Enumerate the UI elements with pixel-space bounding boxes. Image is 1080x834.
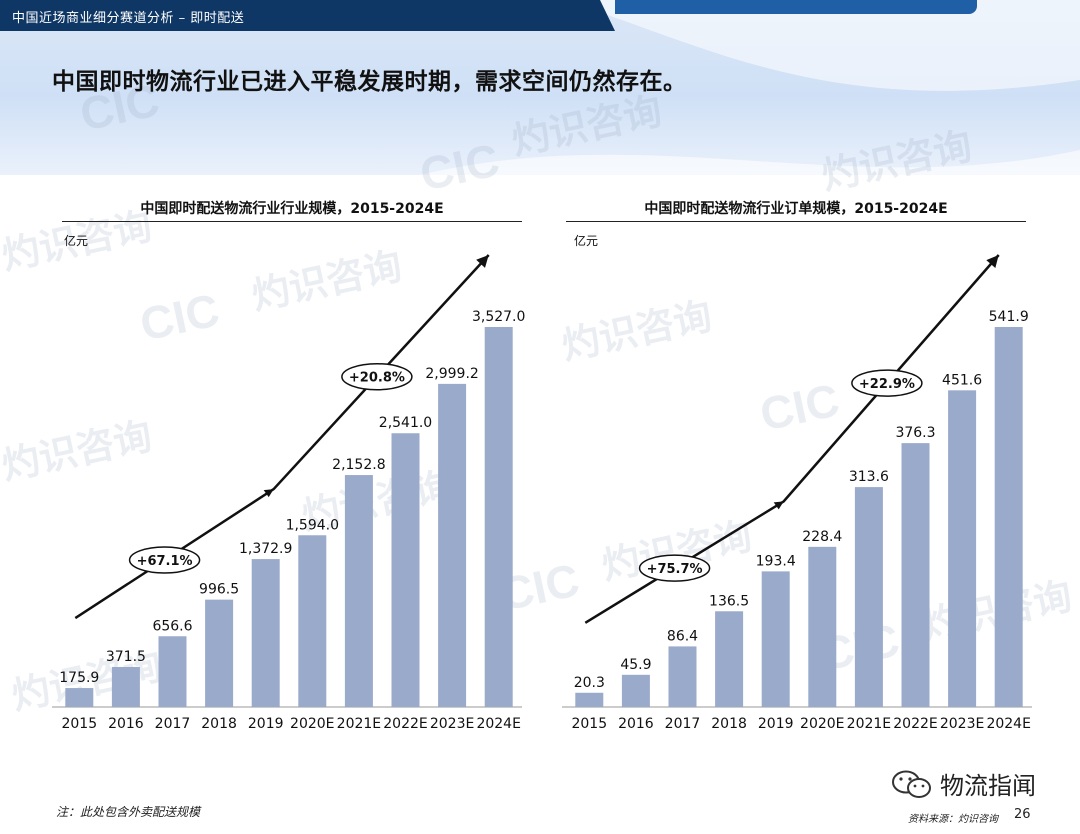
trend-arrow-line (584, 254, 1000, 624)
x-tick-label: 2021E (847, 716, 891, 732)
trend-arrow-head (476, 255, 489, 268)
x-tick-label: 2016 (108, 716, 144, 732)
header-bar (0, 0, 615, 31)
page-number: 26 (1014, 807, 1031, 822)
cagr-label: +22.9% (859, 377, 915, 392)
data-label: 656.6 (152, 618, 192, 634)
unit-label: 亿元 (64, 234, 89, 248)
x-tick-label: 2016 (618, 716, 654, 732)
cagr-label: +20.8% (349, 371, 405, 386)
cagr-ellipse (851, 369, 923, 397)
data-label: 541.9 (989, 309, 1029, 325)
x-tick-label: 2015 (61, 716, 97, 732)
data-label: 313.6 (849, 469, 889, 485)
bar (344, 475, 373, 707)
bar (575, 692, 604, 707)
x-tick-label: 2024E (476, 716, 520, 732)
data-label: 2,152.8 (332, 457, 385, 473)
trend-arrow-kink-head (263, 489, 274, 498)
data-label: 136.5 (709, 593, 749, 609)
x-tick-label: 2018 (711, 716, 747, 732)
bar (948, 390, 977, 707)
brand-badge: 物流指闻 (890, 766, 1036, 801)
cagr-label: +67.1% (137, 554, 193, 569)
x-tick-label: 2017 (665, 716, 701, 732)
x-tick-label: 2021E (337, 716, 381, 732)
data-label: 86.4 (667, 628, 698, 644)
bar (391, 433, 420, 707)
bar (854, 487, 883, 707)
x-tick-label: 2023E (430, 716, 474, 732)
section-title: 中国近场商业细分赛道分析 – 即时配送 (12, 11, 245, 26)
source-note: 资料来源：灼识咨询 (908, 814, 998, 825)
bar (761, 571, 790, 707)
order-scale-bar-chart: 20.3 2015 45.9 2016 86.4 2017 136.5 2018 193.4 20… (562, 254, 1032, 732)
bar (298, 535, 327, 707)
x-tick-label: 2024E (986, 716, 1030, 732)
data-label: 996.5 (199, 582, 239, 598)
x-tick-label: 2018 (201, 716, 237, 732)
bar (668, 646, 697, 707)
page-headline: 中国即时物流行业已进入平稳发展时期，需求空间仍然存在。 (52, 68, 687, 95)
data-label: 3,527.0 (472, 309, 525, 325)
data-label: 45.9 (620, 657, 651, 673)
trend-arrow-line (74, 254, 490, 620)
x-tick-label: 2017 (155, 716, 191, 732)
chart-title-industry-scale: 中国即时配送物流行业行业规模，2015-2024E (140, 201, 444, 217)
header-accent-bar (615, 0, 977, 14)
data-label: 228.4 (802, 529, 842, 545)
bar (65, 688, 94, 707)
trend-arrow-head (986, 255, 999, 268)
bar (808, 546, 837, 707)
bar (994, 327, 1023, 707)
bar (111, 666, 140, 707)
chart-title-rule (566, 221, 1026, 222)
cagr-ellipse (128, 546, 201, 574)
cagr-label: +75.7% (647, 562, 703, 577)
x-tick-label: 2023E (940, 716, 984, 732)
data-label: 2,999.2 (425, 366, 478, 382)
bar (158, 636, 187, 707)
data-label: 1,594.0 (286, 517, 339, 533)
data-label: 2,541.0 (379, 415, 432, 431)
data-label: 193.4 (756, 553, 796, 569)
trend-arrow-kink-head (773, 501, 784, 510)
data-label: 20.3 (574, 675, 605, 691)
x-tick-label: 2019 (248, 716, 284, 732)
chart-title-rule (62, 221, 522, 222)
x-tick-label: 2020E (290, 716, 334, 732)
data-label: 376.3 (895, 425, 935, 441)
bar (251, 559, 280, 707)
chart-title-order-scale: 中国即时配送物流行业订单规模，2015-2024E (644, 201, 948, 217)
data-label: 451.6 (942, 372, 982, 388)
bar (205, 599, 234, 707)
bar (715, 611, 744, 707)
x-tick-label: 2019 (758, 716, 794, 732)
data-label: 175.9 (59, 670, 99, 686)
x-tick-label: 2020E (800, 716, 844, 732)
data-label: 371.5 (106, 649, 146, 665)
wechat-icon (892, 770, 931, 798)
data-label: 1,372.9 (239, 541, 292, 557)
brand-name: 物流指闻 (940, 772, 1036, 800)
cagr-ellipse (638, 554, 711, 582)
x-tick-label: 2022E (383, 716, 427, 732)
bar (901, 443, 930, 707)
bar (621, 674, 650, 707)
x-tick-label: 2015 (571, 716, 607, 732)
cagr-ellipse (341, 362, 413, 391)
footnote: 注：此处包含外卖配送规模 (56, 805, 201, 819)
bar (484, 327, 513, 707)
unit-label: 亿元 (574, 234, 599, 248)
x-tick-label: 2022E (893, 716, 937, 732)
industry-scale-bar-chart: 175.9 2015 371.5 2016 656.6 2017 996.5 2018 1,37… (52, 254, 525, 732)
bar (438, 383, 467, 707)
